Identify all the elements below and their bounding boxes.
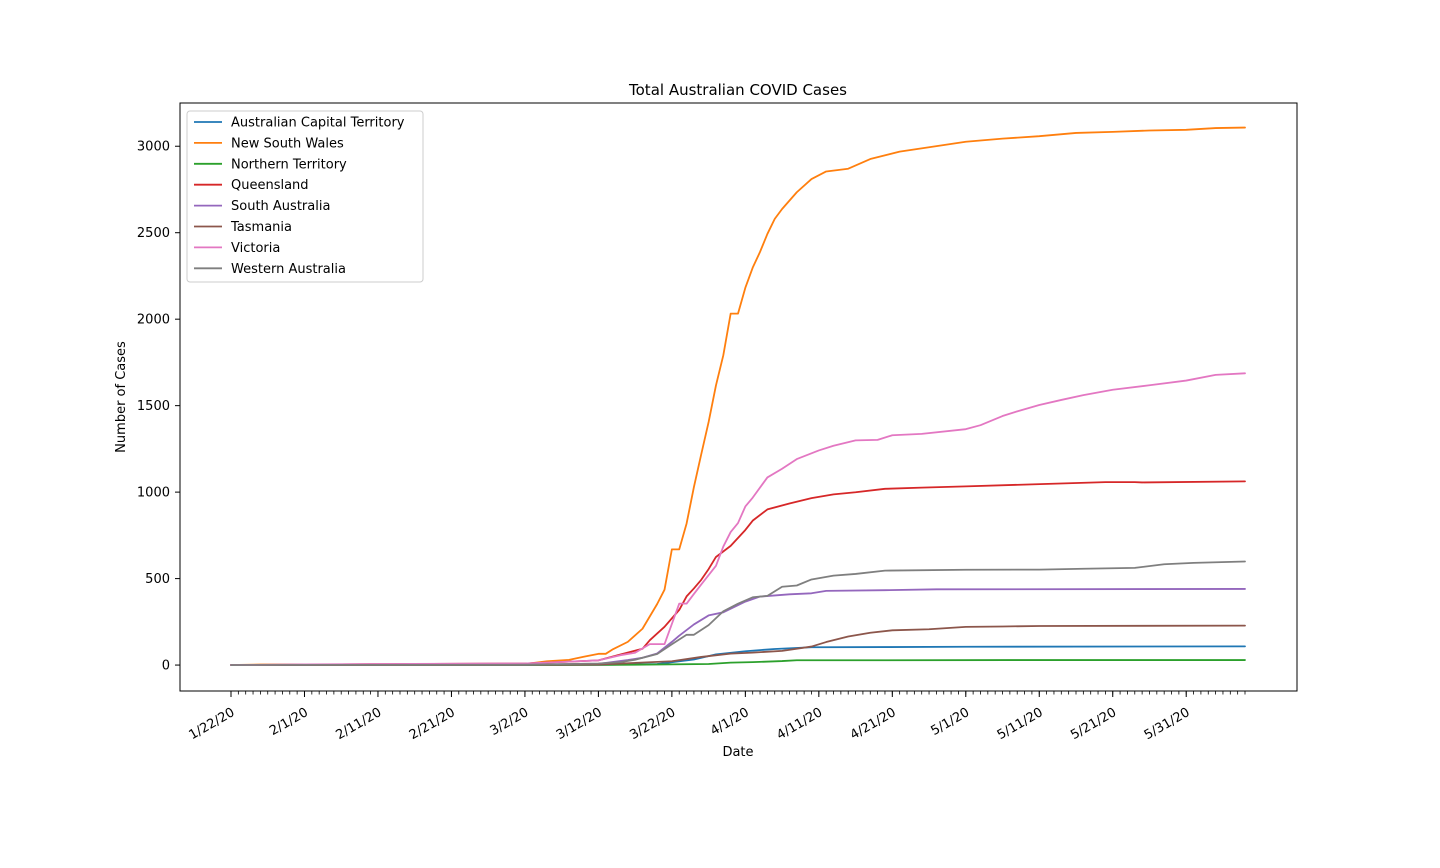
y-tick-label: 3000 [137, 140, 170, 155]
plot-area-frame [179, 102, 1298, 692]
x-tick-label: 1/22/20 [186, 705, 237, 743]
x-tick-label: 4/1/20 [708, 705, 752, 739]
legend-label: Tasmania [230, 220, 292, 235]
legend-box [186, 110, 424, 283]
series-line-2 [230, 659, 1246, 666]
legend-label: New South Wales [231, 136, 344, 151]
x-tick-label: 3/2/20 [488, 705, 532, 739]
series-layer [230, 126, 1246, 666]
y-tick-label: 0 [162, 659, 170, 674]
x-tick-label: 4/21/20 [848, 705, 899, 743]
legend-label: South Australia [231, 199, 330, 214]
x-axis: 1/22/20 2/1/20 2/11/20 2/21/20 3/2/20 3/12/20… [186, 691, 1246, 743]
legend: Australian Capital Territory New South Wa… [186, 110, 424, 283]
x-tick-label: 4/11/20 [774, 705, 825, 743]
x-tick-label: 2/1/20 [267, 705, 311, 739]
legend-label: Victoria [231, 241, 280, 256]
y-tick-label: 500 [145, 572, 170, 587]
x-tick-label: 5/11/20 [995, 705, 1046, 743]
x-tick-label: 5/1/20 [928, 705, 972, 739]
legend-label: Western Australia [231, 262, 346, 277]
x-axis-label: Date [722, 745, 753, 760]
x-tick-label: 3/22/20 [627, 705, 678, 743]
series-line-7 [230, 560, 1246, 666]
x-tick-label: 3/12/20 [554, 705, 605, 743]
legend-label: Queensland [231, 178, 309, 193]
y-tick-label: 2000 [137, 313, 170, 328]
y-axis-label: Number of Cases [114, 341, 129, 453]
x-tick-label: 2/11/20 [333, 705, 384, 743]
legend-label: Northern Territory [231, 157, 347, 172]
y-tick-label: 1000 [137, 486, 170, 501]
y-tick-label: 1500 [137, 399, 170, 414]
legend-entries: Australian Capital Territory New South Wa… [194, 116, 405, 277]
legend-label: Australian Capital Territory [231, 116, 405, 131]
series-line-6 [230, 372, 1246, 666]
series-line-3 [230, 480, 1246, 666]
y-tick-label: 2500 [137, 226, 170, 241]
chart-title: Total Australian COVID Cases [628, 81, 847, 99]
x-tick-label: 2/21/20 [407, 705, 458, 743]
x-tick-label: 5/31/20 [1142, 705, 1193, 743]
y-axis: 0 500 1000 1500 2000 2500 3000 [137, 140, 180, 674]
series-line-5 [230, 624, 1246, 666]
x-tick-label: 5/21/20 [1068, 705, 1119, 743]
series-line-1 [230, 126, 1246, 666]
